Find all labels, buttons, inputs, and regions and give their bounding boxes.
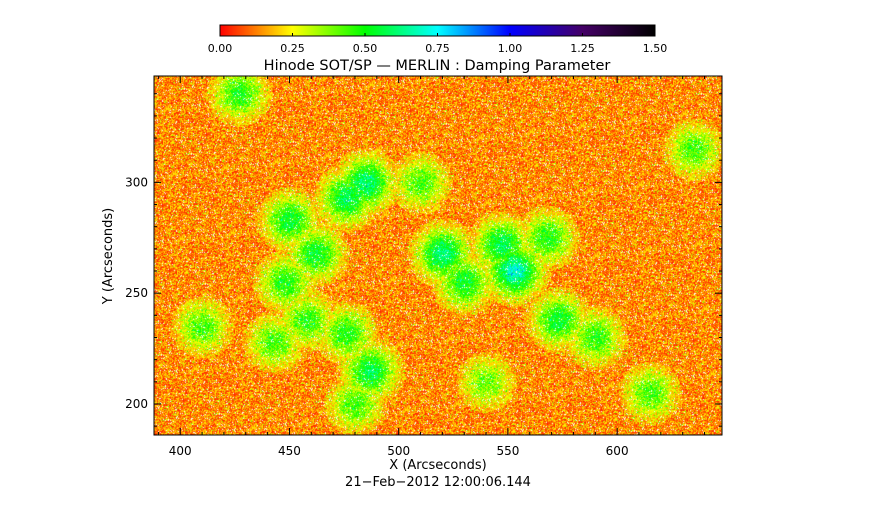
plot-frame xyxy=(153,75,723,436)
colorbar-tick-label: 1.50 xyxy=(643,42,668,55)
x-tick-label: 550 xyxy=(496,444,519,458)
y-tick-label: 200 xyxy=(125,397,148,411)
heatmap-image xyxy=(154,76,722,435)
x-tick-label: 450 xyxy=(278,444,301,458)
x-tick-label: 400 xyxy=(169,444,192,458)
y-tick-label: 300 xyxy=(125,175,148,189)
colorbar-tick-label: 0.50 xyxy=(353,42,378,55)
y-tick-label: 250 xyxy=(125,286,148,300)
colorbar-tick-label: 0.25 xyxy=(280,42,305,55)
x-axis: 400 450 500 550 600 xyxy=(157,76,706,458)
colorbar: 0.00 0.25 0.50 0.75 1.00 1.25 1.50 xyxy=(208,24,668,55)
x-tick-label: 600 xyxy=(606,444,629,458)
colorbar-tick-label: 0.00 xyxy=(208,42,233,55)
colorbar-tick-label: 0.75 xyxy=(425,42,450,55)
date-footer: 21−Feb−2012 12:00:06.144 xyxy=(345,475,531,490)
colorbar-tick-label: 1.00 xyxy=(498,42,523,55)
chart-title: Hinode SOT/SP — MERLIN : Damping Paramet… xyxy=(264,58,611,74)
colorbar-tick-label: 1.25 xyxy=(570,42,595,55)
y-axis-label: Y (Arcseconds) xyxy=(101,208,116,305)
x-axis-label: X (Arcseconds) xyxy=(389,458,486,473)
x-tick-label: 500 xyxy=(387,444,410,458)
y-axis: 200 250 300 xyxy=(125,93,722,427)
plot-area: 400 450 500 550 600 200 250 300 xyxy=(125,75,723,458)
heatmap-image-container xyxy=(154,76,722,435)
colorbar-ticks: 0.00 0.25 0.50 0.75 1.00 1.25 1.50 xyxy=(208,33,668,55)
